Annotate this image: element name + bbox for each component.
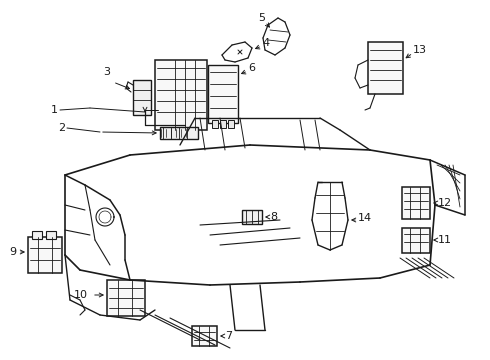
Bar bbox=[402, 187, 430, 219]
Bar bbox=[107, 280, 145, 316]
Bar bbox=[133, 80, 151, 115]
Bar bbox=[46, 231, 56, 239]
Bar bbox=[220, 120, 226, 128]
Text: 6: 6 bbox=[248, 63, 255, 73]
Text: 2: 2 bbox=[58, 123, 65, 133]
Bar bbox=[402, 228, 430, 253]
Text: 9: 9 bbox=[9, 247, 16, 257]
Text: 11: 11 bbox=[438, 235, 452, 245]
Bar bbox=[368, 42, 403, 94]
Text: 8: 8 bbox=[270, 212, 277, 222]
Text: 7: 7 bbox=[225, 331, 232, 341]
Text: 12: 12 bbox=[438, 198, 452, 208]
Text: 1: 1 bbox=[51, 105, 58, 115]
Bar bbox=[208, 65, 238, 123]
Bar bbox=[212, 120, 218, 128]
Bar bbox=[28, 237, 62, 273]
Bar bbox=[160, 127, 198, 139]
Bar bbox=[228, 120, 234, 128]
Text: 13: 13 bbox=[413, 45, 427, 55]
Bar bbox=[32, 231, 42, 239]
Text: 14: 14 bbox=[358, 213, 372, 223]
Text: 3: 3 bbox=[103, 67, 110, 77]
Bar bbox=[242, 210, 262, 224]
Text: 4: 4 bbox=[262, 38, 269, 48]
Bar bbox=[192, 326, 217, 346]
Bar bbox=[155, 60, 207, 130]
Text: 5: 5 bbox=[258, 13, 265, 23]
Text: 10: 10 bbox=[74, 290, 88, 300]
